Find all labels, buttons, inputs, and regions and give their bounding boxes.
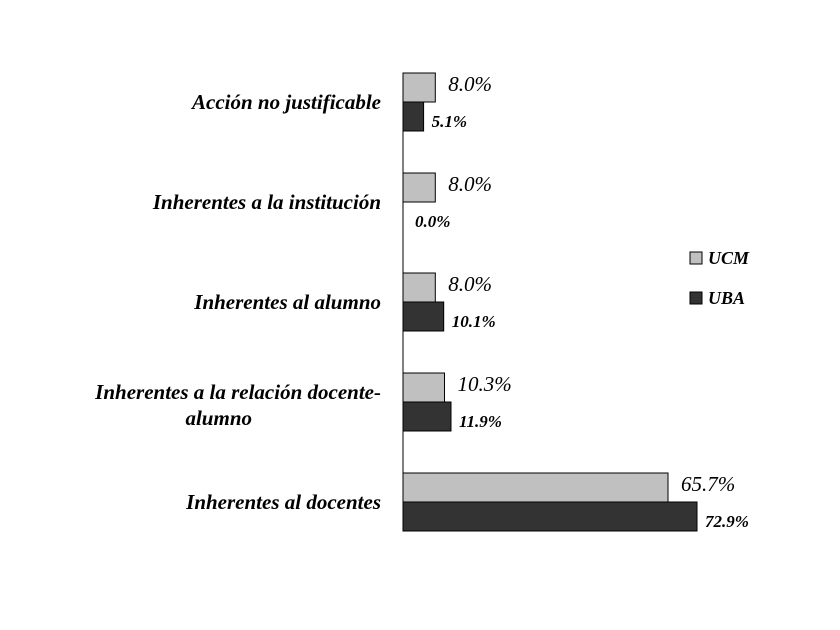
category-label: Inherentes al alumno <box>193 290 381 314</box>
data-label-ucm: 10.3% <box>458 372 512 396</box>
bar-uba <box>402 301 445 332</box>
data-label-ucm: 8.0% <box>448 172 492 196</box>
bar-uba <box>402 401 452 432</box>
legend: UCM UBA <box>689 248 750 308</box>
bar-ucm <box>402 372 445 403</box>
category-label: Inherentes al docentes <box>185 490 381 514</box>
data-label-uba: 72.9% <box>705 512 749 531</box>
data-label-uba: 0.0% <box>415 212 450 231</box>
legend-swatch-ucm <box>689 251 703 265</box>
data-label-ucm: 8.0% <box>448 72 492 96</box>
category-label-line: alumno <box>185 406 252 430</box>
bar-ucm <box>402 272 436 303</box>
bar-ucm <box>402 72 436 103</box>
category-label: Inherentes a la relación docente-alumno <box>94 380 381 430</box>
category-label: Inherentes a la institución <box>152 190 381 214</box>
bar-ucm <box>402 172 436 203</box>
bar-ucm <box>402 472 669 503</box>
bar-uba <box>402 501 698 532</box>
data-label-uba: 5.1% <box>432 112 467 131</box>
category-label-line: Inherentes a la relación docente- <box>94 380 381 404</box>
category-labels: Acción no justificable Inherentes a la in… <box>94 90 381 514</box>
bars-group <box>402 72 698 532</box>
bar-uba <box>402 101 425 132</box>
legend-label-uba: UBA <box>708 288 745 308</box>
category-label: Acción no justificable <box>190 90 381 114</box>
legend-label-ucm: UCM <box>708 248 750 268</box>
data-label-uba: 10.1% <box>452 312 496 331</box>
value-labels: 8.0% 5.1% 8.0% 0.0% 8.0% 10.1% 10.3% 11.9% 65.7%… <box>415 72 749 531</box>
data-label-ucm: 65.7% <box>681 472 735 496</box>
data-label-ucm: 8.0% <box>448 272 492 296</box>
data-label-uba: 11.9% <box>459 412 502 431</box>
legend-swatch-uba <box>689 291 703 305</box>
